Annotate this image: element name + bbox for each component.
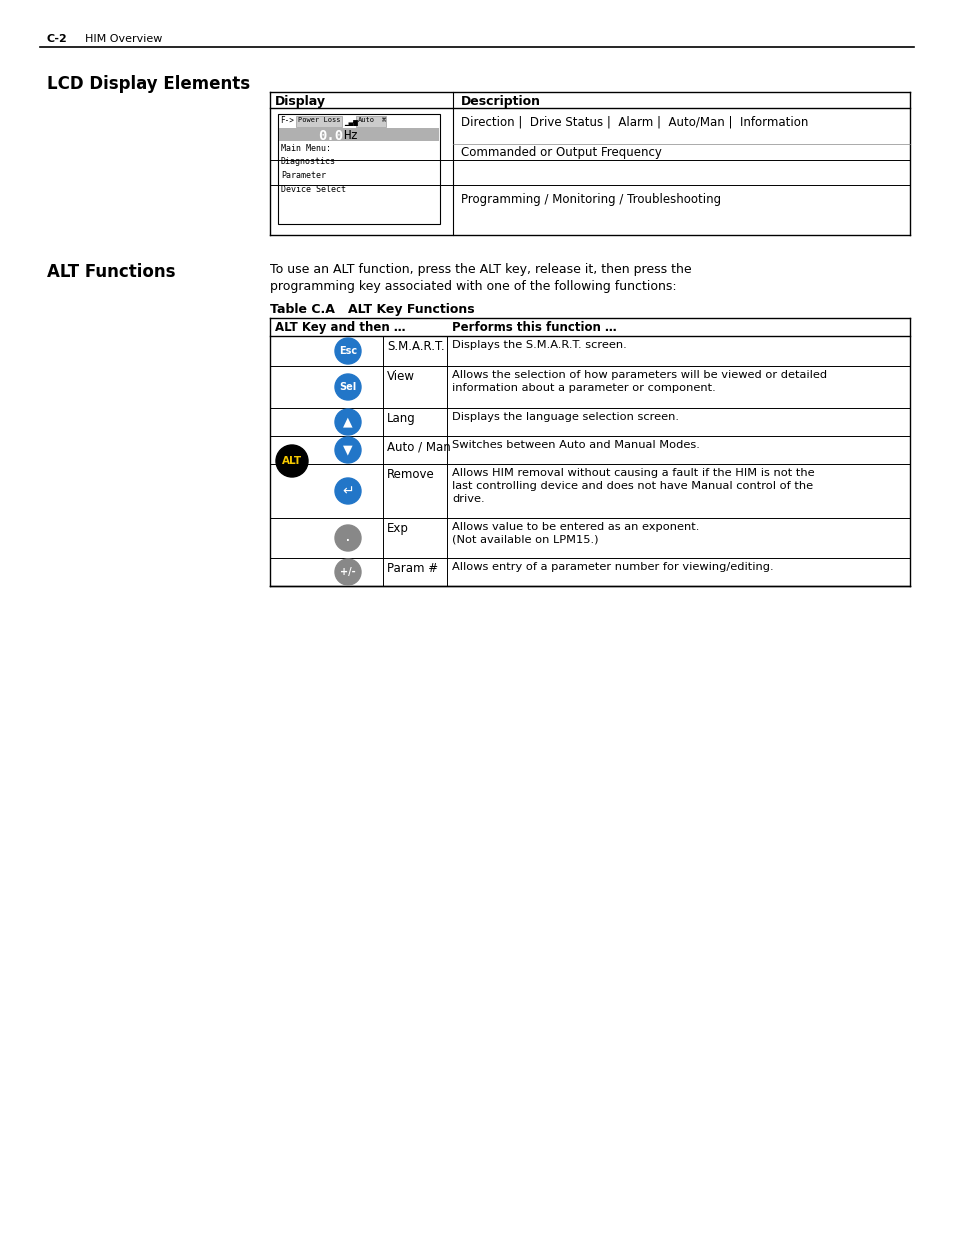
Text: Parameter: Parameter xyxy=(281,170,326,180)
Text: ALT: ALT xyxy=(282,456,302,466)
Text: Direction |  Drive Status |  Alarm |  Auto/Man |  Information: Direction | Drive Status | Alarm | Auto/… xyxy=(460,116,807,128)
Text: Commanded or Output Frequency: Commanded or Output Frequency xyxy=(460,146,661,159)
Bar xyxy=(295,116,341,127)
Text: To use an ALT function, press the ALT key, release it, then press the: To use an ALT function, press the ALT ke… xyxy=(270,263,691,275)
Circle shape xyxy=(335,478,360,504)
Circle shape xyxy=(275,445,308,477)
Text: (Not available on LPM15.): (Not available on LPM15.) xyxy=(452,535,598,545)
Text: ALT Functions: ALT Functions xyxy=(47,263,175,282)
Text: Description: Description xyxy=(460,95,540,107)
Text: Exp: Exp xyxy=(387,522,409,535)
Text: Sel: Sel xyxy=(339,382,356,391)
Text: Switches between Auto and Manual Modes.: Switches between Auto and Manual Modes. xyxy=(452,440,700,450)
Text: Remove: Remove xyxy=(387,468,435,480)
Text: LCD Display Elements: LCD Display Elements xyxy=(47,75,250,93)
Text: HIM Overview: HIM Overview xyxy=(85,35,162,44)
Text: Power Loss: Power Loss xyxy=(297,117,340,124)
Text: ▁▃▅: ▁▃▅ xyxy=(344,117,357,126)
Circle shape xyxy=(335,338,360,364)
Circle shape xyxy=(335,559,360,585)
Text: 0.0: 0.0 xyxy=(317,128,343,143)
Text: Device Select: Device Select xyxy=(281,184,346,194)
Text: last controlling device and does not have Manual control of the: last controlling device and does not hav… xyxy=(452,480,812,492)
Text: Param #: Param # xyxy=(387,562,437,576)
Text: Allows the selection of how parameters will be viewed or detailed: Allows the selection of how parameters w… xyxy=(452,370,826,380)
Text: Main Menu:: Main Menu: xyxy=(281,144,331,153)
Text: Allows HIM removal without causing a fault if the HIM is not the: Allows HIM removal without causing a fau… xyxy=(452,468,814,478)
Text: Diagnostics: Diagnostics xyxy=(281,158,335,167)
Circle shape xyxy=(335,374,360,400)
Circle shape xyxy=(335,437,360,463)
Text: Hz: Hz xyxy=(343,128,357,142)
Text: Auto / Man: Auto / Man xyxy=(387,440,450,453)
Text: Programming / Monitoring / Troubleshooting: Programming / Monitoring / Troubleshooti… xyxy=(460,193,720,206)
Text: ALT Key and then …: ALT Key and then … xyxy=(274,321,405,333)
Text: C-2: C-2 xyxy=(47,35,68,44)
Text: Auto: Auto xyxy=(357,117,375,124)
Text: S.M.A.R.T.: S.M.A.R.T. xyxy=(387,340,444,353)
Circle shape xyxy=(335,409,360,435)
Text: Table C.A   ALT Key Functions: Table C.A ALT Key Functions xyxy=(270,303,475,316)
Text: ▼: ▼ xyxy=(343,443,353,457)
Text: Performs this function …: Performs this function … xyxy=(452,321,616,333)
Text: +/-: +/- xyxy=(340,567,355,577)
Text: Allows value to be entered as an exponent.: Allows value to be entered as an exponen… xyxy=(452,522,699,532)
Text: View: View xyxy=(387,370,415,383)
Text: .: . xyxy=(346,534,350,543)
Text: drive.: drive. xyxy=(452,494,484,504)
Bar xyxy=(277,114,439,224)
Text: Allows entry of a parameter number for viewing/editing.: Allows entry of a parameter number for v… xyxy=(452,562,773,572)
Text: Display: Display xyxy=(274,95,326,107)
Text: programming key associated with one of the following functions:: programming key associated with one of t… xyxy=(270,280,676,293)
Text: ↵: ↵ xyxy=(342,484,354,498)
Text: Displays the language selection screen.: Displays the language selection screen. xyxy=(452,412,679,422)
Text: ⌘: ⌘ xyxy=(381,117,386,124)
Bar xyxy=(355,116,386,127)
Text: ▲: ▲ xyxy=(343,415,353,429)
Bar xyxy=(278,128,438,141)
Text: Lang: Lang xyxy=(387,412,416,425)
Text: information about a parameter or component.: information about a parameter or compone… xyxy=(452,383,715,393)
Circle shape xyxy=(335,525,360,551)
Text: Esc: Esc xyxy=(338,346,356,356)
Text: Displays the S.M.A.R.T. screen.: Displays the S.M.A.R.T. screen. xyxy=(452,340,626,350)
Text: F->: F-> xyxy=(280,116,294,125)
